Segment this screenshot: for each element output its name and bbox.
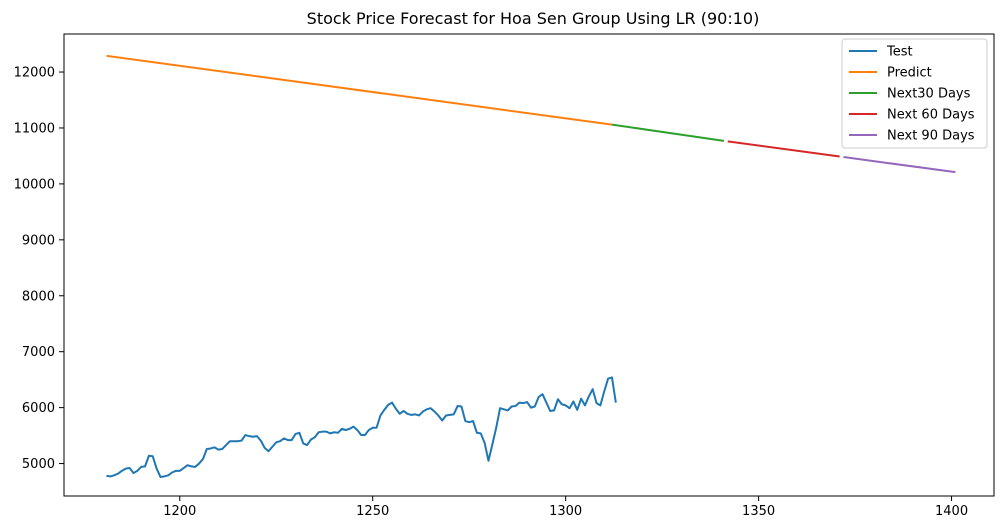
x-tick-label: 1350	[742, 504, 775, 519]
series-line-2	[611, 123, 725, 142]
x-tick-label: 1300	[549, 504, 582, 519]
y-tick-label: 5000	[22, 457, 55, 472]
y-tick-label: 12000	[14, 66, 55, 81]
plot-frame	[63, 33, 995, 497]
y-tick-label: 6000	[22, 401, 55, 416]
series-line-1	[106, 54, 613, 126]
legend-box	[841, 38, 988, 149]
series-layer	[106, 54, 956, 478]
legend-label: Test	[886, 45, 913, 60]
y-tick-label: 7000	[22, 345, 55, 360]
series-line-0	[106, 376, 617, 478]
x-tick-label: 1200	[163, 504, 196, 519]
y-tick-label: 9000	[22, 233, 55, 248]
chart-legend: Test Predict Next30 Days Next 60 Days Next 9…	[841, 38, 988, 149]
legend-label: Next30 Days	[887, 87, 971, 102]
y-tick-label: 10000	[14, 177, 55, 192]
chart-title: Stock Price Forecast for Hoa Sen Group U…	[307, 9, 760, 28]
legend-label: Next 90 Days	[887, 129, 975, 144]
legend-label: Predict	[887, 66, 932, 81]
y-tick-label: 11000	[14, 121, 55, 136]
axes-layer: 1200 1250 1300 1350 1400 5000 6000 7000 8000 9000…	[14, 33, 995, 519]
series-line-3	[727, 140, 840, 158]
x-tick-label: 1400	[935, 504, 968, 519]
series-line-4	[843, 156, 956, 174]
y-tick-label: 8000	[22, 289, 55, 304]
x-tick-label: 1250	[356, 504, 389, 519]
legend-label: Next 60 Days	[887, 108, 975, 123]
